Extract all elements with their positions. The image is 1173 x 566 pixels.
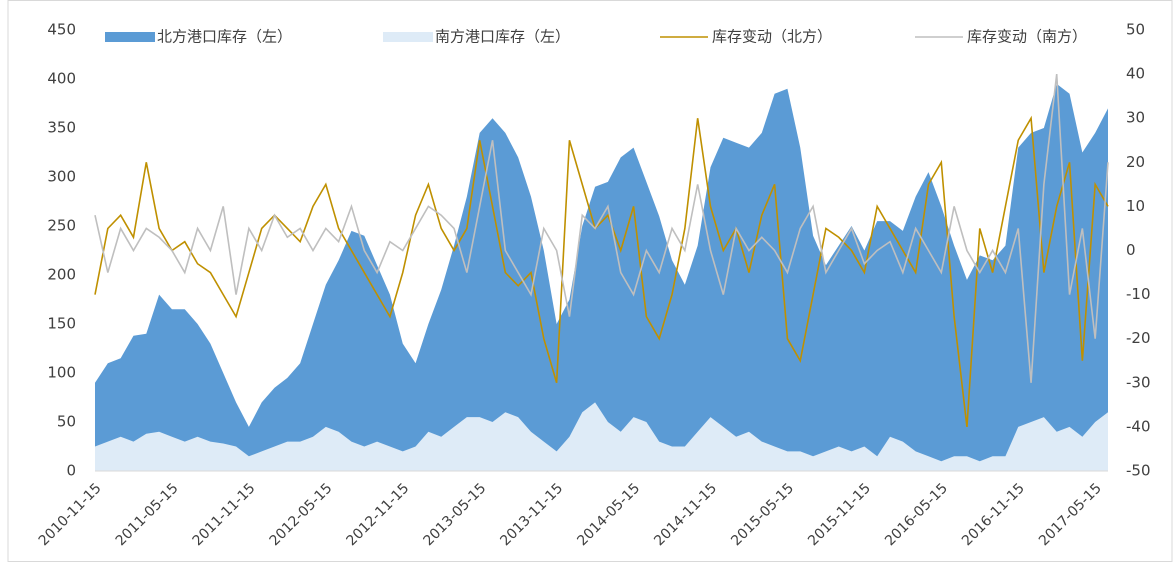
- x-tick-label: 2013-05-15: [420, 480, 489, 549]
- x-tick-label: 2014-05-15: [574, 480, 643, 549]
- y2-tick-label: -20: [1126, 329, 1151, 347]
- x-tick-label: 2012-11-15: [344, 480, 413, 549]
- x-tick-label: 2016-05-15: [882, 480, 951, 549]
- y-tick-label: 250: [47, 217, 76, 235]
- y-tick-label: 50: [57, 413, 76, 431]
- y2-tick-label: -50: [1126, 462, 1151, 480]
- y-tick-label: 300: [47, 168, 76, 186]
- y-tick-label: 400: [47, 70, 76, 88]
- legend-label: 南方港口库存（左）: [435, 28, 570, 46]
- x-tick-label: 2015-05-15: [728, 480, 797, 549]
- x-tick-label: 2016-11-15: [959, 480, 1028, 549]
- x-tick-label: 2011-11-15: [190, 480, 259, 549]
- y-tick-label: 450: [47, 21, 76, 39]
- x-tick-label: 2017-05-15: [1036, 480, 1105, 549]
- y-tick-label: 200: [47, 266, 76, 284]
- legend-label: 北方港口库存（左）: [157, 28, 292, 46]
- x-tick-label: 2011-05-15: [113, 480, 182, 549]
- y2-tick-label: 50: [1126, 21, 1145, 39]
- legend-swatch: [383, 32, 433, 42]
- x-tick-label: 2012-05-15: [267, 480, 336, 549]
- area: [95, 83, 1108, 472]
- x-tick-label: 2015-11-15: [805, 480, 874, 549]
- x-tick-label: 2010-11-15: [36, 480, 105, 549]
- line: [94, 74, 1109, 383]
- y2-tick-label: -40: [1126, 417, 1151, 435]
- y2-tick-label: 40: [1126, 65, 1145, 83]
- y2-tick-label: 0: [1126, 241, 1136, 259]
- y-tick-label: 0: [66, 462, 76, 480]
- legend-label: 库存变动（北方）: [712, 28, 832, 46]
- y2-tick-label: 10: [1126, 197, 1145, 215]
- legend-label: 库存变动（南方）: [967, 28, 1087, 46]
- legend-swatch: [105, 32, 155, 42]
- y-tick-label: 150: [47, 315, 76, 333]
- y2-tick-label: -10: [1126, 285, 1151, 303]
- y2-tick-label: 30: [1126, 109, 1145, 127]
- y-tick-label: 350: [47, 119, 76, 137]
- y-tick-label: 100: [47, 364, 76, 382]
- x-tick-label: 2014-11-15: [651, 480, 720, 549]
- y2-tick-label: 20: [1126, 153, 1145, 171]
- y2-tick-label: -30: [1126, 373, 1151, 391]
- area: [95, 402, 1108, 471]
- x-tick-label: 2013-11-15: [497, 480, 566, 549]
- line: [94, 115, 1109, 427]
